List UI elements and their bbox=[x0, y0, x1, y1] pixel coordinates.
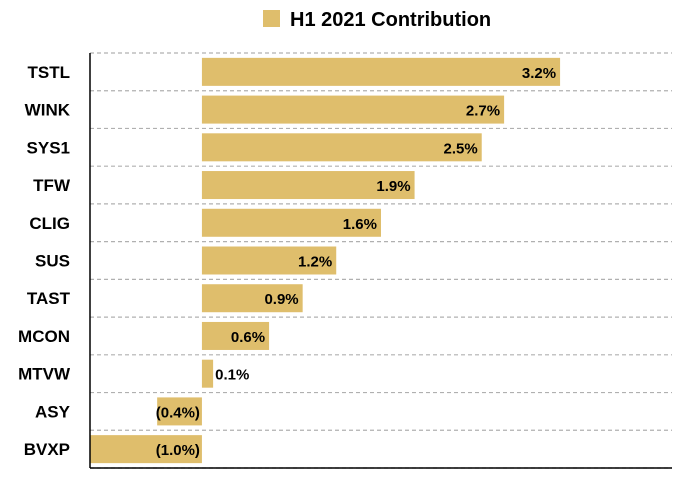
data-label: 2.5% bbox=[444, 140, 478, 157]
legend-swatch bbox=[263, 10, 280, 27]
data-label: 0.6% bbox=[231, 329, 265, 346]
data-label: 1.6% bbox=[343, 216, 377, 233]
category-label: TAST bbox=[27, 289, 71, 308]
category-label: SYS1 bbox=[27, 138, 70, 157]
data-label: 0.9% bbox=[264, 291, 298, 308]
category-label: WINK bbox=[25, 101, 71, 120]
bar-asy bbox=[157, 397, 202, 426]
legend: H1 2021 Contribution bbox=[263, 9, 491, 31]
category-labels: TSTL WINK SYS1 TFW CLIG SUS TAST MCON MTVW ASY BVX… bbox=[18, 63, 71, 459]
bar-bvxp bbox=[90, 435, 202, 464]
data-label: 2.7% bbox=[466, 103, 500, 120]
category-label: MCON bbox=[18, 327, 70, 346]
bar-clig bbox=[201, 208, 381, 237]
bar-sys1 bbox=[201, 133, 482, 162]
category-label: ASY bbox=[35, 402, 71, 421]
data-label: (1.0%) bbox=[156, 442, 200, 459]
gridlines bbox=[90, 52, 672, 469]
data-label: 3.2% bbox=[522, 65, 556, 82]
bar-mcon bbox=[201, 321, 270, 350]
axes bbox=[89, 53, 672, 469]
category-label: TSTL bbox=[28, 63, 71, 82]
bar-tfw bbox=[201, 171, 415, 200]
category-label: TFW bbox=[33, 176, 71, 195]
category-label: BVXP bbox=[24, 440, 70, 459]
category-label: CLIG bbox=[29, 214, 70, 233]
legend-label: H1 2021 Contribution bbox=[290, 9, 491, 31]
bar-sus bbox=[201, 246, 337, 275]
bar-mtvw bbox=[201, 359, 214, 388]
data-labels: 3.2% 2.7% 2.5% 1.9% 1.6% 1.2% 0.9% 0.6% 0.1% (0.4… bbox=[156, 65, 556, 459]
data-label: 1.9% bbox=[376, 178, 410, 195]
data-label: (0.4%) bbox=[156, 404, 200, 421]
data-label: 0.1% bbox=[215, 367, 249, 384]
bars bbox=[90, 57, 561, 464]
category-label: MTVW bbox=[18, 365, 71, 384]
bar-tstl bbox=[201, 57, 561, 86]
bar-tast bbox=[201, 284, 303, 313]
bar-wink bbox=[201, 95, 505, 124]
category-label: SUS bbox=[35, 252, 70, 271]
data-label: 1.2% bbox=[298, 254, 332, 271]
